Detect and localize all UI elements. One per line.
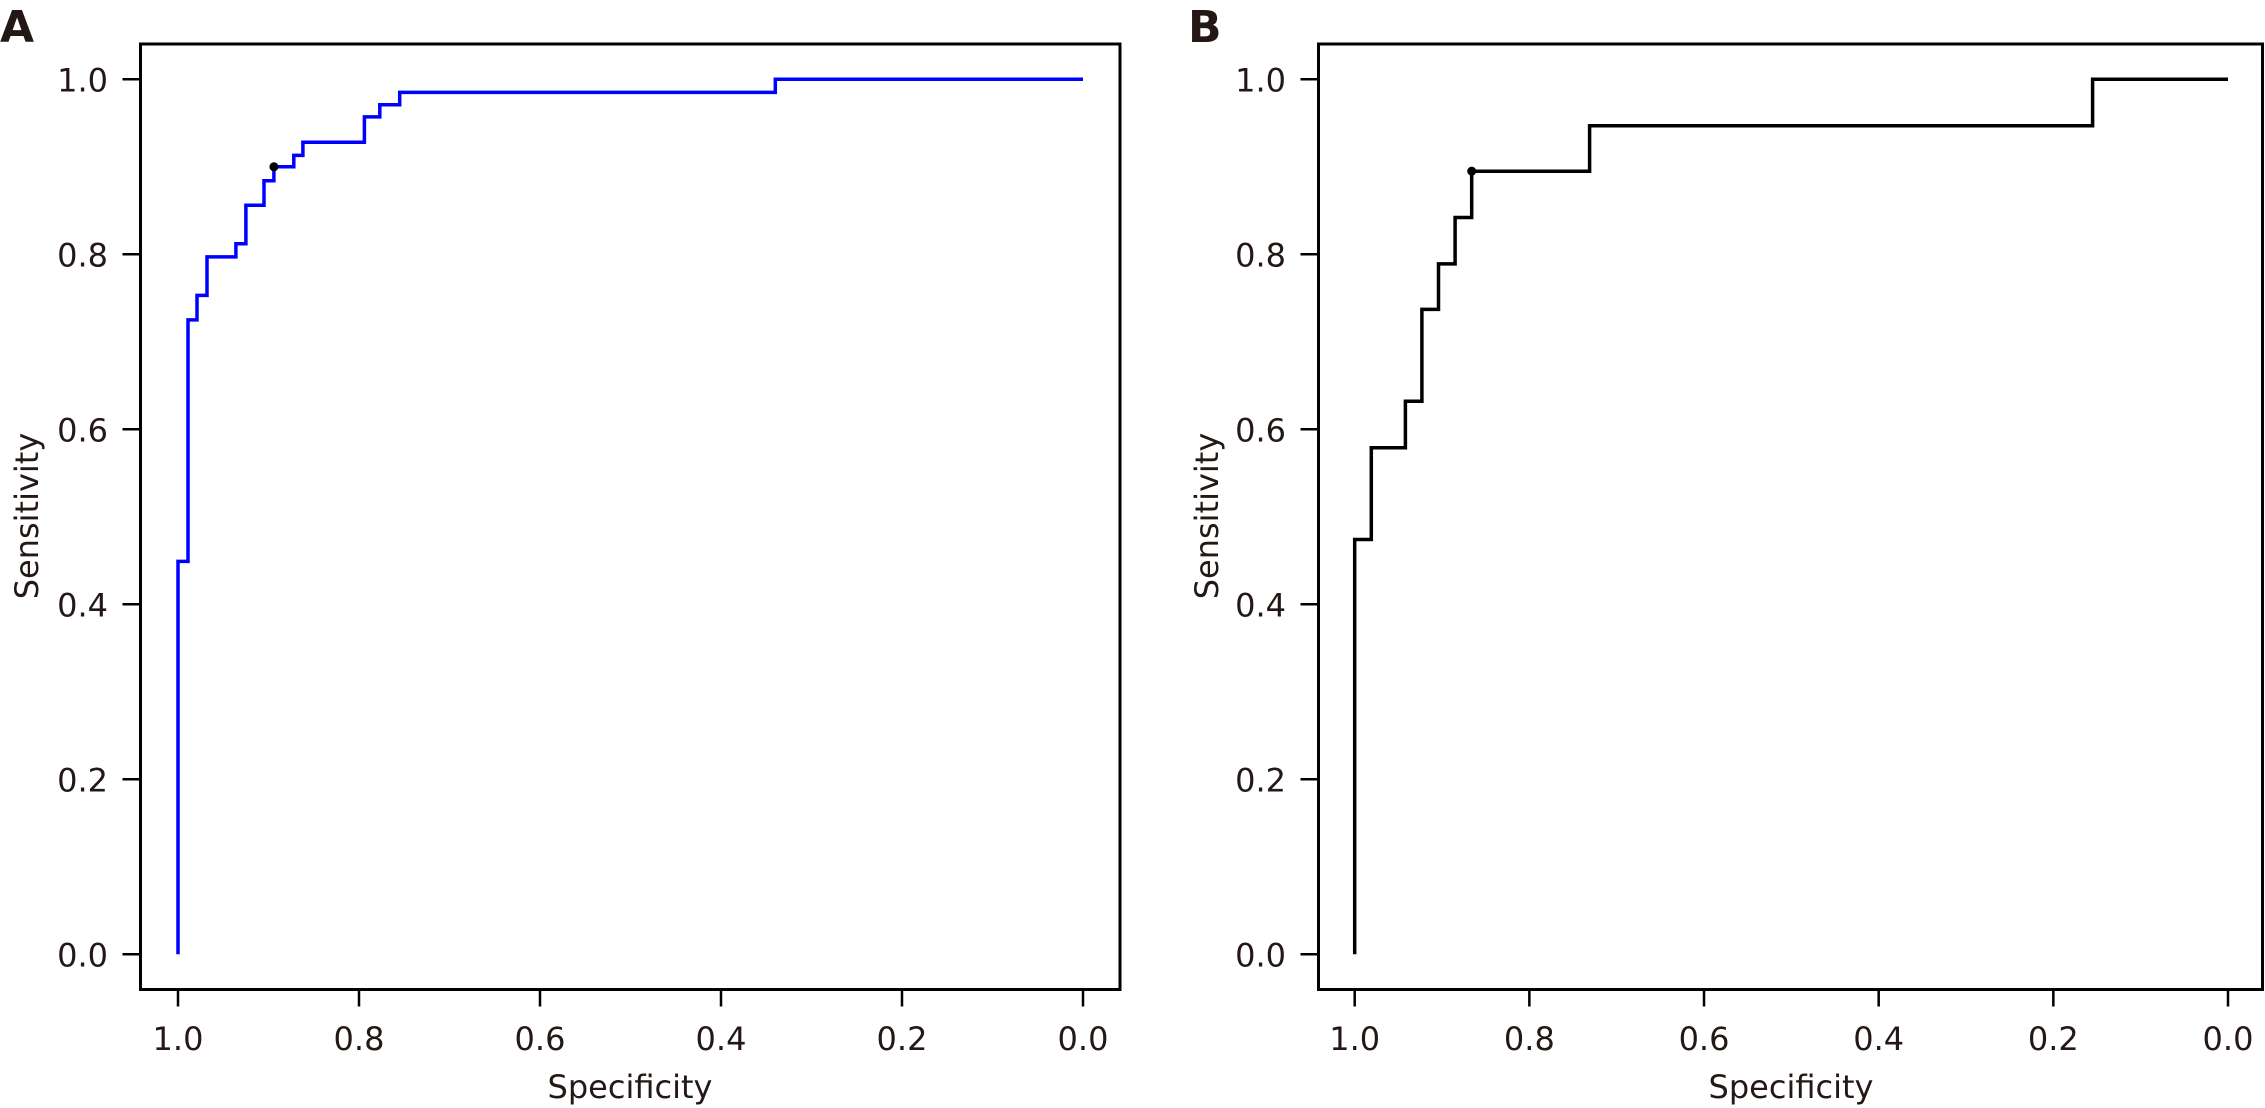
roc-curve-line [1352,77,2228,955]
plot-frame-a [139,42,1122,991]
roc-curves-a [176,77,1083,955]
panel-label-b: B [1188,2,1222,53]
plot-frame-b [1317,42,2264,991]
y-tick-label: 0.0 [1235,936,1286,974]
x-tick-label: 1.0 [153,1020,204,1058]
x-tick-label: 0.2 [877,1020,928,1058]
x-tick-label: 0.4 [1853,1020,1904,1058]
y-tick-label: 0.4 [57,586,108,624]
roc-curve-line [176,77,1083,955]
x-tick-label: 0.6 [1679,1020,1730,1058]
x-tick-label: 1.0 [1329,1020,1380,1058]
x-axis-a: 1.0 0.8 0.6 0.4 0.2 0.0 [153,989,1109,1058]
x-tick-label: 0.2 [2028,1020,2079,1058]
x-tick-label: 0.0 [1058,1020,1109,1058]
x-tick-label: 0.8 [1504,1020,1555,1058]
x-axis-title-a: Specificity [548,1068,713,1106]
y-tick-label: 0.2 [57,761,108,799]
y-tick-label: 0.2 [1235,761,1286,799]
x-tick-label: 0.8 [334,1020,385,1058]
cutoff-point-marker [269,162,279,172]
y-tick-label: 1.0 [57,61,108,99]
roc-curves-b [1352,77,2228,955]
x-tick-label: 0.6 [515,1020,566,1058]
panel-b: B 1.0 0.8 0.6 0.4 0.2 0.0 0.00.20.40.60.81.0 … [1188,2,2264,1106]
y-tick-label: 0.8 [1235,236,1286,274]
panel-a: A 1.0 0.8 0.6 0.4 0.2 0.0 0.00.20.40.60.81.0 … [0,2,1122,1106]
y-axis-title-b: Sensitivity [1188,433,1226,600]
y-axis-title-a: Sensitivity [8,433,46,600]
y-axis-a: 0.0 0.2 0.4 0.6 0.8 1.0 [57,61,141,974]
y-tick-label: 0.0 [57,936,108,974]
y-tick-label: 1.0 [1235,61,1286,99]
y-axis-b: 0.0 0.2 0.4 0.6 0.8 1.0 [1235,61,1319,974]
y-tick-label: 0.4 [1235,586,1286,624]
x-tick-label: 0.4 [696,1020,747,1058]
x-axis-title-b: Specificity [1709,1068,1874,1106]
y-tick-label: 0.6 [57,411,108,449]
cutoff-point-marker [1467,166,1477,176]
y-tick-label: 0.6 [1235,411,1286,449]
x-axis-b: 1.0 0.8 0.6 0.4 0.2 0.0 [1329,989,2254,1058]
y-tick-label: 0.8 [57,236,108,274]
panel-label-a: A [0,2,34,53]
x-tick-label: 0.0 [2203,1020,2254,1058]
